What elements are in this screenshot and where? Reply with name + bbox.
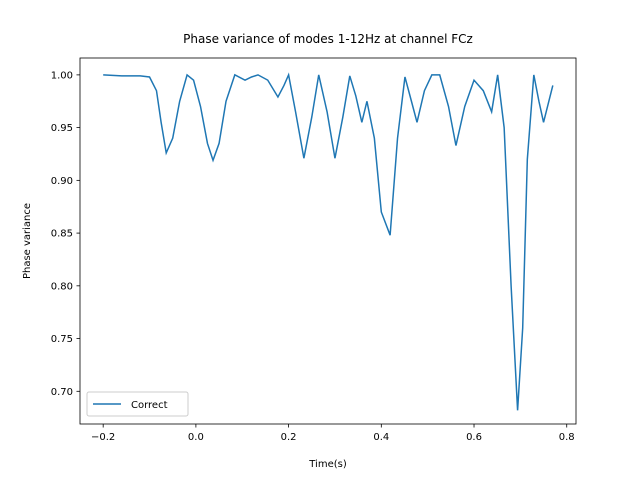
data-line [103, 72, 554, 411]
chart-title: Phase variance of modes 1-12Hz at channe… [183, 32, 473, 46]
x-tick-label: 0.0 [188, 432, 204, 443]
x-tick-label: 0.6 [466, 432, 482, 443]
y-tick-label: 0.95 [51, 123, 73, 134]
y-tick-label: 0.70 [51, 387, 73, 398]
y-tick-label: 0.85 [51, 229, 73, 240]
y-tick-label: 0.80 [51, 281, 73, 292]
legend-label: Correct [131, 400, 168, 411]
y-tick-label: 1.00 [51, 70, 73, 81]
y-tick-label: 0.90 [51, 176, 73, 187]
y-tick-label: 0.75 [51, 334, 73, 345]
y-axis-label: Phase variance [22, 203, 33, 279]
x-tick-label: 0.2 [281, 432, 297, 443]
x-axis-label: Time(s) [308, 459, 347, 470]
plot-frame [79, 57, 577, 425]
x-tick-label: −0.2 [91, 432, 115, 443]
legend-box [86, 391, 189, 417]
x-tick-label: 0.8 [559, 432, 575, 443]
x-tick-label: 0.4 [373, 432, 389, 443]
